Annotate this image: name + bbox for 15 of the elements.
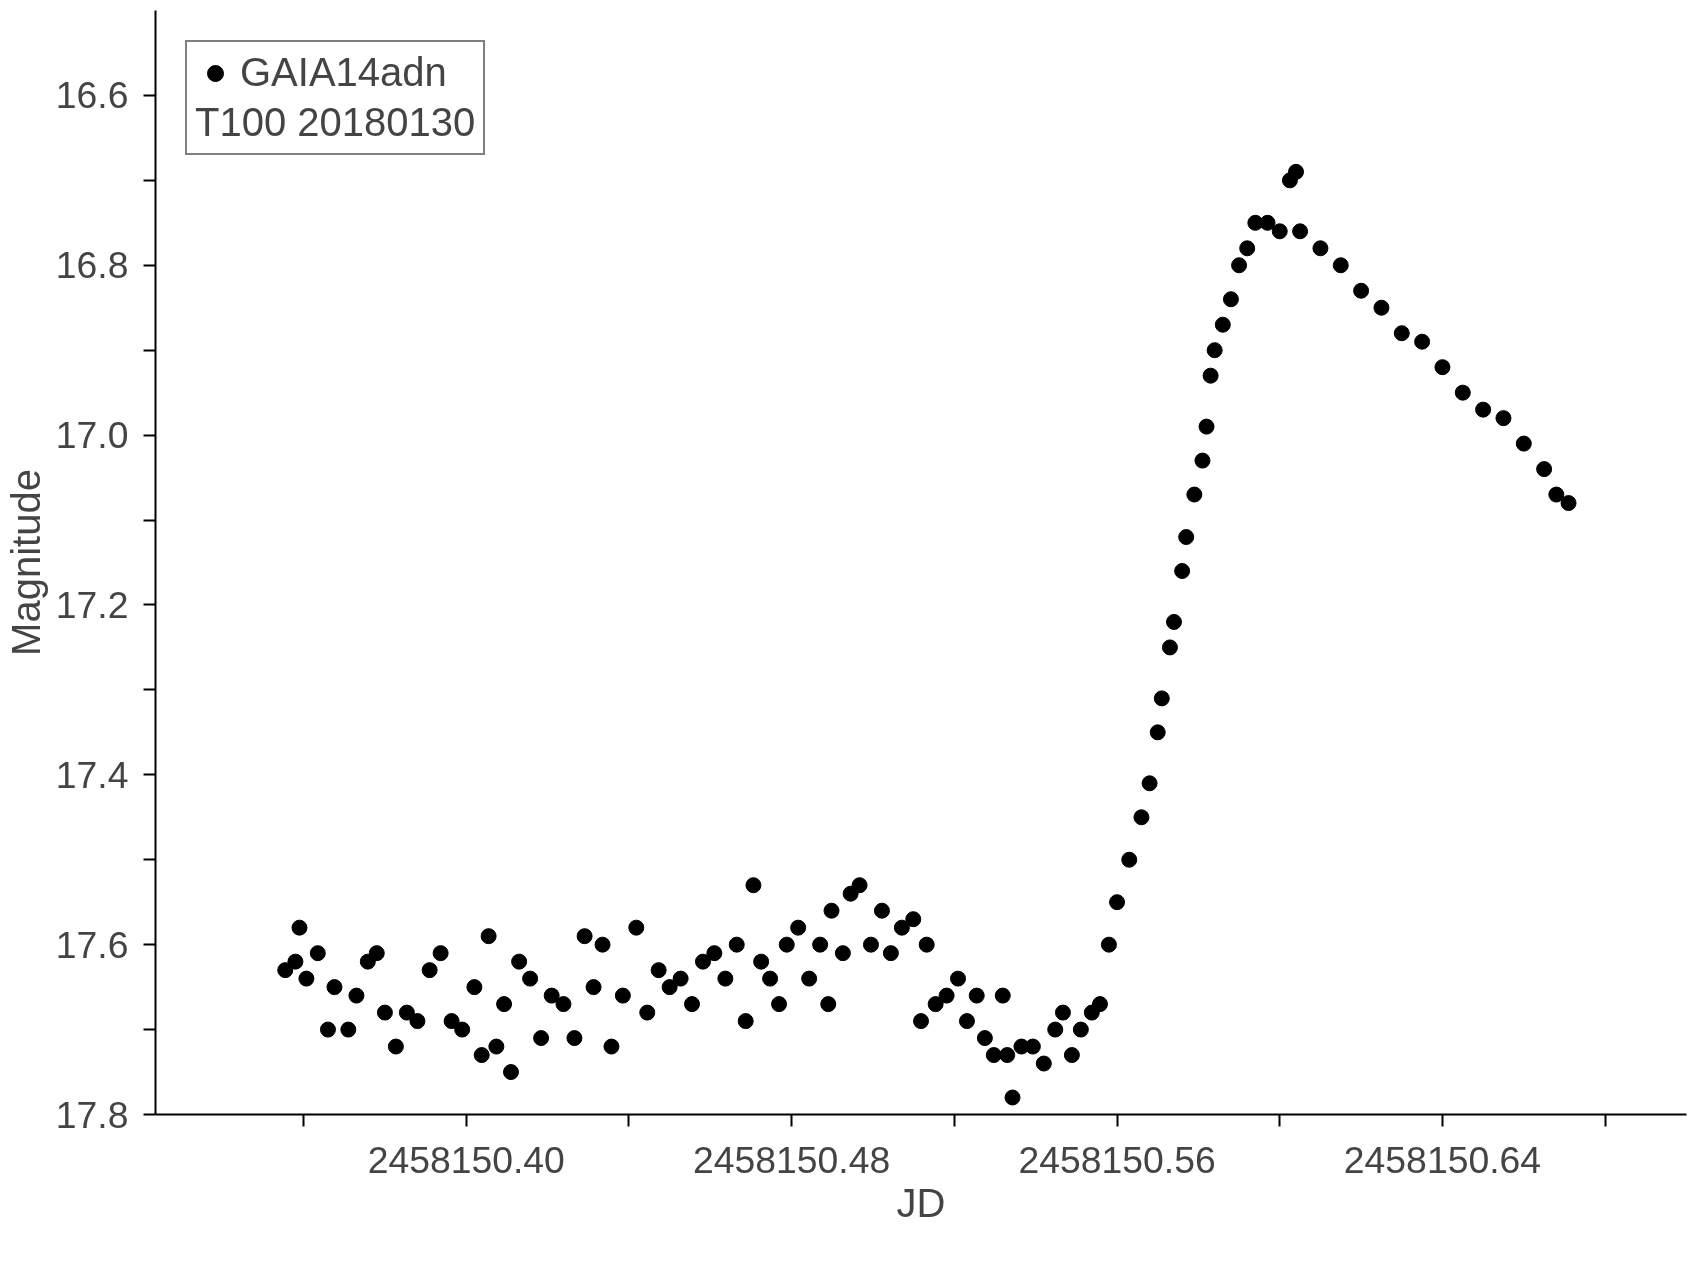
- y-tick-label: 17.6: [55, 923, 129, 966]
- x-tick-label: 2458150.40: [367, 1138, 565, 1181]
- y-tick-label: 17.8: [55, 1093, 129, 1136]
- y-tick-label: 17.4: [55, 753, 129, 796]
- x-tick-label: 2458150.64: [1343, 1138, 1542, 1181]
- y-tick-label: 16.8: [55, 244, 129, 287]
- y-tick-label: 16.6: [55, 74, 129, 117]
- legend-label: GAIA14adn: [240, 50, 447, 95]
- y-tick-label: 17.0: [55, 414, 129, 457]
- y-axis-title: Magnitude: [3, 469, 48, 656]
- x-tick-label: 2458150.56: [1018, 1138, 1216, 1181]
- y-tick-label: 17.2: [55, 583, 129, 626]
- x-axis-title: JD: [896, 1180, 946, 1225]
- legend-title: T100 20180130: [195, 100, 476, 145]
- x-tick-label: 2458150.48: [693, 1138, 891, 1181]
